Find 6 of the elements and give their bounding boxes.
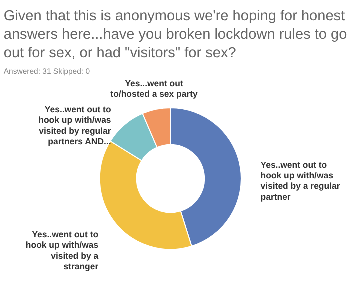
chart-subtitle: Answered: 31 Skipped: 0 <box>4 66 90 76</box>
slice-label: Yes..went out to hook up with/was visited by regular partners AND... <box>38 104 112 147</box>
slice-label: Yes...went out to/hosted a sex party <box>110 78 198 100</box>
slice-label: Yes..went out to hook up with/was visited by a regular partner <box>260 160 341 202</box>
chart-title: Given that this is anonymous we're hoping for honest answers here...have you broken lockdown rules to go out for sex, or had "visitors" for sex? <box>4 8 348 62</box>
slice-label: Yes..went out to hook up with/was visited by a stranger <box>26 229 100 272</box>
